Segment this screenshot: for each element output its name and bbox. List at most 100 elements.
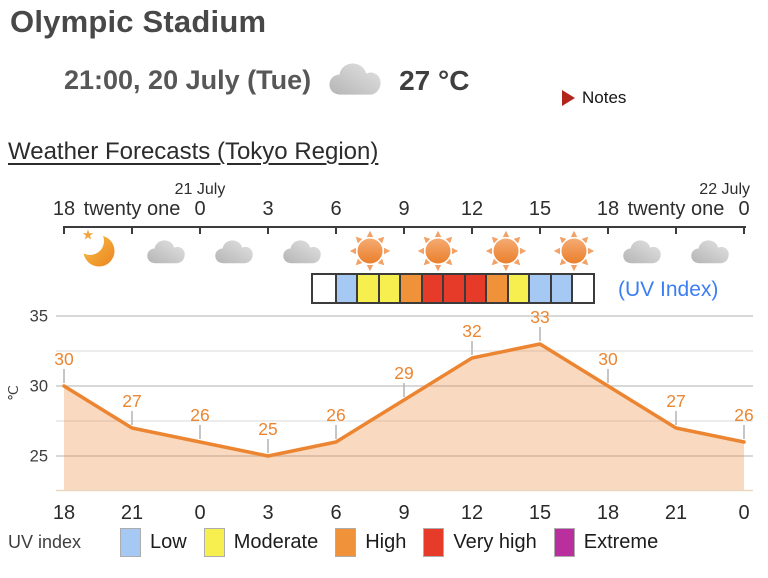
uv-swatch-moderate <box>203 528 225 557</box>
timeline-tick <box>539 226 541 234</box>
current-conditions: 21:00, 20 July (Tue) 27 °C <box>64 56 469 105</box>
uv-legend-item-low: Low <box>120 528 187 557</box>
svg-text:26: 26 <box>190 405 209 425</box>
uv-legend-label: Extreme <box>583 531 659 553</box>
svg-text:6: 6 <box>330 502 341 524</box>
cloud-icon <box>211 231 257 271</box>
svg-text:0: 0 <box>194 502 205 524</box>
uv-legend-item-moderate: Moderate <box>203 528 319 557</box>
timeline-hour-label: 3 <box>262 198 274 220</box>
uv-legend-item-extreme: Extreme <box>553 528 659 557</box>
timeline-tick <box>743 226 745 234</box>
timeline-hour-label: 0 <box>738 198 750 220</box>
uv-cell-moderate <box>377 275 399 302</box>
timeline-axis <box>64 226 746 228</box>
uv-cell-moderate <box>506 275 528 302</box>
current-temperature: 27 °C <box>399 64 470 96</box>
svg-text:30: 30 <box>54 349 74 369</box>
timeline-tick <box>335 226 337 234</box>
svg-text:30: 30 <box>30 378 48 396</box>
moon-star-icon <box>75 228 121 268</box>
uv-legend-items: Low Moderate High Very high Extreme <box>120 528 658 557</box>
svg-text:25: 25 <box>30 448 48 466</box>
uv-legend-label: Low <box>150 531 187 553</box>
timeline-tick <box>267 226 269 234</box>
uv-cell-very_high <box>420 275 442 302</box>
svg-text:25: 25 <box>258 419 277 439</box>
svg-text:29: 29 <box>394 363 413 383</box>
cloud-icon <box>279 231 325 271</box>
timeline-tick <box>471 226 473 234</box>
page-title: Olympic Stadium <box>10 4 267 39</box>
timeline-tick <box>63 226 65 234</box>
uv-swatch-low <box>120 528 141 557</box>
timeline-hour-label: 15 <box>528 198 552 220</box>
timeline-hour-label: 9 <box>398 198 410 220</box>
timeline-tick <box>675 226 677 234</box>
notes-label: Notes <box>582 88 627 107</box>
uv-legend-item-high: High <box>335 528 406 557</box>
svg-text:21: 21 <box>665 502 687 524</box>
uv-cell-very_high <box>463 275 485 302</box>
uv-swatch-high <box>335 528 357 557</box>
sun-icon <box>483 230 529 272</box>
timeline-tick <box>199 226 201 234</box>
svg-text:26: 26 <box>734 405 753 425</box>
timeline-date-label: 21 July <box>174 181 226 198</box>
uv-cell-very_high <box>442 275 464 302</box>
uv-cell-low <box>334 275 356 302</box>
cloud-icon <box>325 56 385 105</box>
cloud-icon <box>143 231 189 271</box>
uv-cell-none <box>571 275 593 302</box>
uv-legend-item-very_high: Very high <box>423 528 537 557</box>
timeline-tick <box>131 226 133 234</box>
timeline-hour-label: twenty one <box>83 198 181 220</box>
timeline-hour-label: twenty one <box>627 198 725 220</box>
timeline-tick <box>403 226 405 234</box>
uv-legend: UV index Low Moderate High Very high Extreme <box>8 528 658 557</box>
uv-cell-low <box>528 275 550 302</box>
svg-text:21: 21 <box>121 502 143 524</box>
svg-text:35: 35 <box>30 308 48 326</box>
svg-text:27: 27 <box>122 391 141 411</box>
cloud-icon <box>619 231 665 271</box>
sun-icon <box>415 230 461 272</box>
notes-marker-icon <box>562 90 575 106</box>
forecast-section-heading[interactable]: Weather Forecasts (Tokyo Region) <box>8 138 379 165</box>
svg-text:12: 12 <box>461 502 483 524</box>
svg-text:9: 9 <box>398 502 409 524</box>
cloud-icon <box>687 231 733 271</box>
svg-text:3: 3 <box>262 502 273 524</box>
svg-text:32: 32 <box>462 321 481 341</box>
uv-cell-high <box>399 275 421 302</box>
uv-legend-label: Moderate <box>233 531 319 553</box>
svg-text:18: 18 <box>53 502 75 524</box>
sun-icon <box>347 230 393 272</box>
timeline-hour-label: 6 <box>330 198 342 220</box>
uv-cell-moderate <box>356 275 378 302</box>
uv-swatch-extreme <box>553 528 575 557</box>
timeline-date-label: 22 July <box>699 181 750 198</box>
uv-legend-label: High <box>365 531 407 553</box>
timeline-tick <box>607 226 609 234</box>
uv-legend-label: Very high <box>453 531 537 553</box>
uv-strip-label: (UV Index) <box>618 278 719 301</box>
svg-text:15: 15 <box>529 502 551 524</box>
uv-legend-title: UV index <box>8 532 82 552</box>
uv-cell-none <box>313 275 335 302</box>
uv-cell-high <box>485 275 507 302</box>
uv-cell-low <box>549 275 571 302</box>
svg-text:0: 0 <box>738 502 749 524</box>
svg-text:18: 18 <box>597 502 619 524</box>
temperature-chart: 25 30 35 30 27 26 25 26 29 32 33 30 27 26 18 21 0 3 6 9 12 15… <box>5 307 754 524</box>
svg-text:30: 30 <box>598 349 618 369</box>
svg-text:26: 26 <box>326 405 345 425</box>
timeline-hour-label: 18 <box>596 198 620 220</box>
svg-text:33: 33 <box>530 307 549 327</box>
sun-icon <box>551 230 597 272</box>
notes-link[interactable]: Notes <box>562 88 626 108</box>
uv-index-strip <box>311 273 595 304</box>
svg-text:27: 27 <box>666 391 685 411</box>
timeline-hour-label: 12 <box>460 198 484 220</box>
